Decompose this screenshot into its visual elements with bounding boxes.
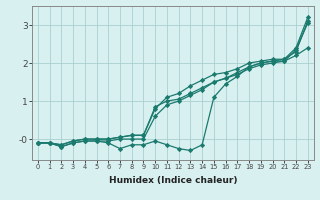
X-axis label: Humidex (Indice chaleur): Humidex (Indice chaleur) (108, 176, 237, 185)
